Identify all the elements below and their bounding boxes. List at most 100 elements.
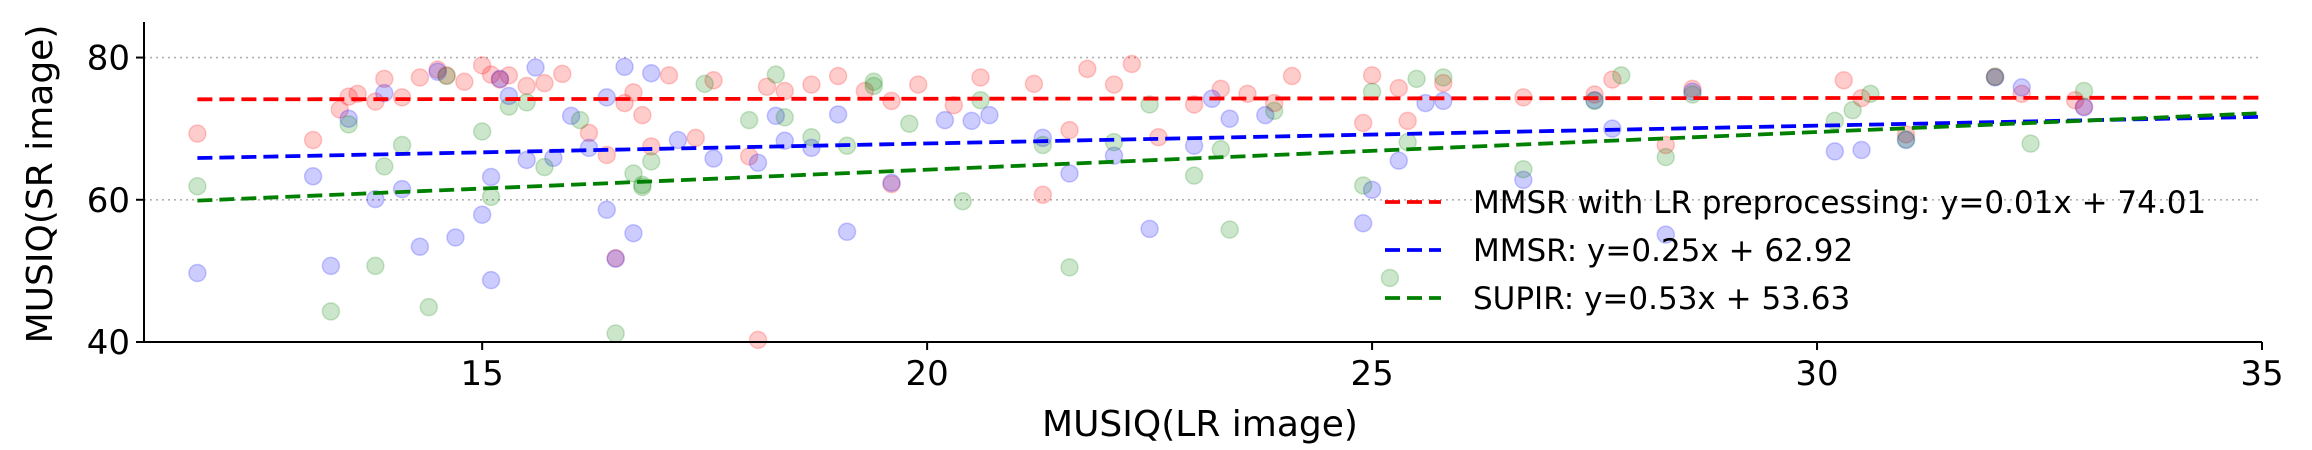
point-0-30: [775, 81, 794, 101]
point-2-26: [953, 191, 972, 211]
point-1-60: [481, 270, 501, 290]
point-0-26: [686, 128, 705, 148]
point-1-20: [606, 249, 625, 269]
point-1-12: [490, 69, 510, 89]
y-tick-label-40: 40: [87, 323, 130, 363]
point-1-15: [526, 58, 545, 77]
point-0-37: [971, 68, 990, 87]
point-1-35: [980, 105, 999, 125]
legend: MMSR with LR preprocessing: y=0.01x + 74…: [1385, 185, 2206, 317]
x-tick-label-25: 25: [1350, 354, 1393, 394]
point-2-20: [766, 65, 786, 84]
point-0-58: [1656, 135, 1676, 155]
point-1-55: [1852, 140, 1871, 160]
point-2-19: [739, 110, 759, 130]
point-0-1: [303, 130, 323, 150]
point-0-69: [882, 174, 901, 194]
point-2-5: [392, 135, 412, 155]
point-2-25: [900, 114, 919, 133]
point-1-3: [339, 109, 358, 128]
point-1-7: [410, 237, 430, 256]
point-1-8: [428, 62, 447, 82]
y-axis-label: MUSIQ(SR image): [20, 25, 61, 344]
point-0-14: [490, 70, 510, 89]
point-1-44: [1353, 213, 1373, 233]
point-2-35: [1264, 101, 1284, 121]
point-1-56: [1896, 130, 1916, 150]
point-0-19: [579, 123, 599, 143]
fit-lines: [197, 95, 2263, 203]
y-tick-label-80: 80: [87, 39, 130, 79]
point-0-42: [1104, 75, 1124, 94]
point-2-1: [321, 302, 341, 321]
point-1-52: [1656, 225, 1676, 244]
point-0-10: [437, 66, 456, 85]
legend-label-0: MMSR with LR preprocessing: y=0.01x + 74…: [1473, 185, 2206, 221]
point-0-27: [704, 71, 723, 90]
point-2-55: [864, 76, 883, 96]
point-0-12: [472, 56, 492, 75]
point-0-16: [517, 76, 536, 96]
point-2-52: [2021, 134, 2040, 153]
point-2-21: [775, 108, 794, 127]
point-0-9: [428, 60, 447, 79]
point-2-2: [339, 115, 358, 134]
point-1-9: [446, 228, 465, 247]
point-0-52: [1389, 78, 1409, 98]
point-2-22: [802, 127, 821, 147]
point-1-19: [597, 200, 617, 219]
tick-labels: 15 20 25 30 35 40 60 80: [87, 39, 2284, 394]
point-2-3: [366, 256, 385, 276]
point-2-24: [864, 72, 883, 91]
point-0-11: [455, 72, 474, 91]
x-tick-label-20: 20: [905, 354, 948, 394]
point-2-15: [624, 164, 643, 183]
fit-line-0: [197, 95, 2263, 102]
point-0-41: [1078, 59, 1097, 79]
point-1-26: [748, 153, 768, 173]
point-1-57: [1985, 68, 2005, 87]
point-2-33: [1211, 140, 1231, 159]
point-1-21: [615, 57, 634, 77]
point-2-17: [642, 152, 661, 171]
legend-label-2: SUPIR: y=0.53x + 53.63: [1473, 281, 1850, 317]
point-2-30: [1104, 132, 1124, 152]
point-1-4: [366, 189, 385, 209]
point-1-31: [837, 222, 857, 242]
point-2-0: [188, 177, 207, 196]
fit-line-1: [197, 114, 2263, 160]
point-0-40: [1060, 120, 1079, 140]
point-0-18: [553, 64, 572, 84]
x-tick-label-15: 15: [461, 354, 504, 394]
point-1-39: [1140, 219, 1159, 239]
point-1-23: [642, 63, 661, 83]
point-1-53: [1683, 82, 1702, 101]
point-2-34: [1220, 220, 1239, 239]
point-1-18: [579, 138, 599, 158]
point-1-32: [882, 173, 901, 192]
fit-line-2: [197, 111, 2263, 203]
point-2-28: [1033, 135, 1053, 155]
point-2-13: [570, 110, 590, 130]
point-1-46: [1389, 151, 1409, 170]
point-2-18: [695, 74, 714, 94]
point-0-50: [1353, 113, 1373, 133]
point-1-42: [1220, 109, 1239, 128]
point-1-45: [1362, 180, 1382, 200]
point-1-27: [766, 106, 786, 126]
point-2-29: [1060, 258, 1079, 277]
point-0-60: [1834, 71, 1853, 90]
point-1-34: [962, 111, 981, 131]
point-1-38: [1104, 146, 1124, 165]
point-0-31: [802, 75, 821, 94]
point-0-6: [375, 69, 394, 89]
point-0-17: [535, 73, 554, 93]
point-2-4: [375, 157, 394, 176]
y-tick-label-60: 60: [87, 181, 130, 221]
point-1-50: [1585, 90, 1604, 110]
point-0-35: [908, 75, 928, 94]
point-2-44: [1612, 66, 1631, 85]
point-0-49: [1282, 66, 1302, 86]
point-2-36: [1353, 176, 1373, 195]
